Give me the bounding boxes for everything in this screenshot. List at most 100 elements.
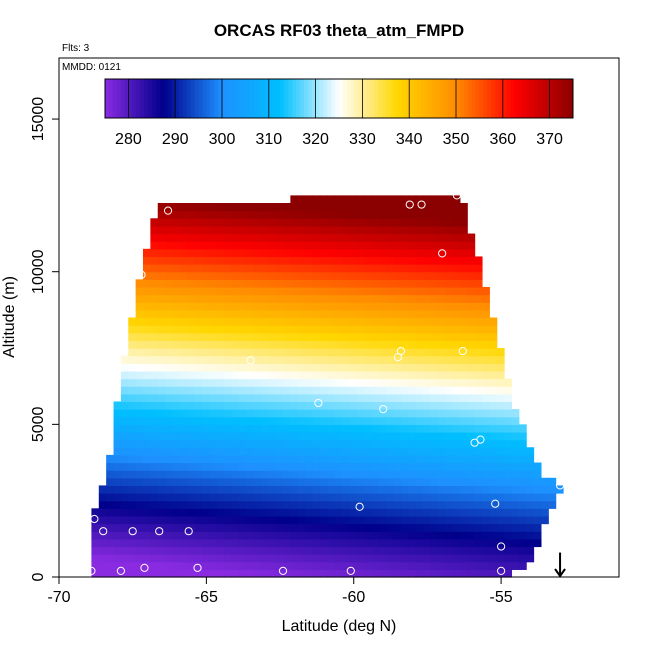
- heat-cell: [305, 447, 314, 456]
- heat-cell: [408, 386, 417, 395]
- heat-cell: [297, 531, 306, 540]
- heat-cell: [364, 264, 373, 273]
- heat-cell: [260, 462, 269, 471]
- heat-cell: [290, 561, 299, 570]
- heat-cell: [201, 256, 210, 265]
- heat-cell: [319, 195, 328, 204]
- heat-cell: [526, 477, 535, 487]
- heat-cell: [459, 409, 468, 418]
- heat-cell: [430, 286, 439, 296]
- heat-cell: [467, 370, 476, 380]
- colorbar-segment: [530, 79, 535, 118]
- heat-cell: [371, 386, 380, 395]
- heat-cell: [327, 439, 336, 448]
- heat-cell: [157, 378, 166, 387]
- heat-cell: [349, 447, 358, 456]
- heat-cell: [128, 439, 137, 448]
- heat-cell: [356, 248, 365, 258]
- heat-cell: [128, 569, 137, 578]
- heat-cell: [445, 370, 454, 380]
- heat-cell: [238, 439, 247, 448]
- heat-cell: [504, 447, 513, 456]
- heat-cell: [467, 393, 476, 403]
- heat-cell: [400, 286, 409, 296]
- heat-cell: [194, 233, 203, 242]
- heat-cell: [430, 424, 439, 433]
- heat-cell: [400, 325, 409, 334]
- heat-cell: [356, 515, 365, 525]
- heat-cell: [400, 431, 409, 441]
- heat-cell: [319, 241, 328, 250]
- heat-cell: [445, 355, 454, 364]
- heat-cell: [216, 515, 225, 525]
- heat-cell: [504, 386, 513, 395]
- heat-cell: [518, 477, 527, 487]
- heat-cell: [216, 477, 225, 487]
- heat-cell: [283, 409, 291, 418]
- heat-cell: [334, 325, 343, 334]
- heat-cell: [253, 203, 262, 212]
- heat-cell: [194, 546, 203, 555]
- heat-cell: [150, 538, 159, 548]
- heat-cell: [459, 256, 468, 265]
- heat-cell: [437, 233, 446, 242]
- heat-cell: [179, 271, 188, 280]
- heat-cell: [209, 393, 218, 403]
- heat-cell: [246, 531, 255, 540]
- heat-cell: [415, 286, 424, 296]
- heat-cell: [511, 454, 520, 464]
- heat-cell: [260, 325, 269, 334]
- heat-cell: [98, 538, 107, 548]
- heat-cell: [356, 538, 365, 548]
- heat-cell: [334, 317, 343, 326]
- sample-point: [193, 563, 202, 572]
- heat-cell: [341, 332, 350, 341]
- heat-cell: [526, 515, 535, 525]
- heat-cell: [467, 317, 476, 326]
- heat-cell: [423, 523, 431, 532]
- heat-cell: [393, 431, 402, 441]
- colorbar-segment: [534, 79, 539, 118]
- heat-cell: [209, 477, 218, 487]
- heat-cell: [319, 523, 328, 532]
- colorbar-segment: [229, 79, 235, 118]
- arrow-marker: [554, 552, 566, 578]
- heat-cell: [452, 218, 461, 227]
- heat-cell: [364, 218, 373, 227]
- heat-cell: [201, 309, 210, 319]
- heat-cell: [275, 241, 284, 250]
- heat-cell: [260, 531, 269, 540]
- heat-cell: [216, 241, 225, 250]
- colorbar-segment: [214, 79, 219, 118]
- heat-cell: [437, 279, 446, 288]
- heat-cell: [275, 248, 284, 258]
- heat-cell: [246, 233, 255, 242]
- heat-cell: [231, 523, 240, 532]
- heat-cell: [283, 294, 291, 303]
- heat-cell: [201, 248, 210, 258]
- heat-cell: [481, 561, 490, 570]
- heat-cell: [297, 500, 306, 509]
- heat-cell: [349, 378, 358, 387]
- heat-cell: [179, 317, 188, 326]
- heat-cell: [467, 386, 476, 395]
- heat-cell: [187, 302, 196, 311]
- heat-cell: [489, 538, 498, 548]
- heat-cell: [187, 294, 196, 303]
- heat-cell: [504, 493, 513, 502]
- heat-cell: [253, 218, 262, 227]
- heat-cell: [283, 256, 291, 265]
- heat-cell: [253, 348, 262, 357]
- heat-cell: [201, 370, 210, 380]
- heat-cell: [518, 431, 527, 441]
- heat-cell: [341, 485, 350, 494]
- heat-cell: [165, 561, 174, 570]
- heat-cell: [356, 325, 365, 334]
- heatmap-cells: [91, 195, 564, 578]
- heat-cell: [430, 554, 439, 563]
- heat-cell: [172, 409, 181, 418]
- heat-cell: [238, 508, 247, 517]
- heat-cell: [334, 233, 343, 242]
- heat-cell: [290, 348, 299, 357]
- heat-cell: [290, 424, 299, 433]
